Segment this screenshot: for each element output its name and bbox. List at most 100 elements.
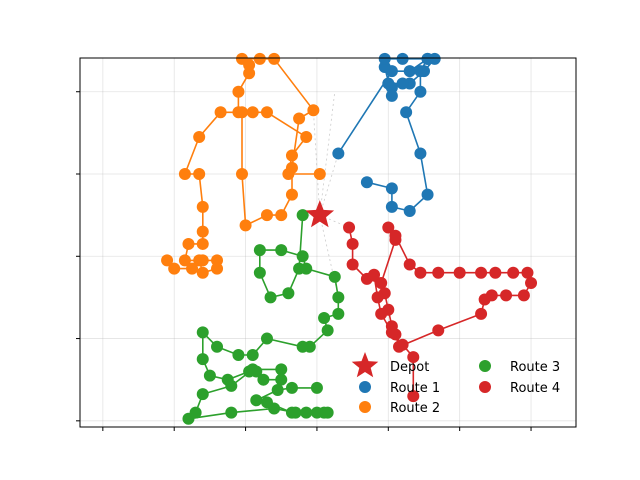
route-2-point [214, 106, 227, 119]
route-2-point [260, 106, 273, 119]
route-4-point [478, 293, 491, 306]
route-2-point [211, 262, 224, 275]
route-2-point [182, 237, 195, 250]
route-1-point [403, 65, 416, 78]
route-1-point [385, 182, 398, 195]
route-3-point [196, 353, 209, 366]
route-3-point [332, 291, 345, 304]
route-3-point [203, 369, 216, 382]
legend-marker-depot [351, 352, 379, 378]
route-3-point [275, 244, 288, 257]
route-2-point [307, 104, 320, 117]
route-3-point [182, 412, 195, 425]
route-points [161, 52, 538, 425]
route-3-point [285, 381, 298, 394]
route-3-point [196, 326, 209, 339]
route-4-point [521, 266, 534, 279]
legend: Depot Route 1 Route 2 Route 3 Route 4 [351, 352, 560, 416]
route-2-point [293, 112, 306, 125]
route-4-point [368, 268, 381, 281]
route-3-point [264, 291, 277, 304]
route-3-point [253, 244, 266, 257]
route-1-point [378, 52, 391, 65]
route-1-point [385, 200, 398, 213]
route-4-point [407, 351, 420, 364]
route-3-point [257, 373, 270, 386]
route-4-point [414, 266, 427, 279]
route-3-point [318, 311, 331, 324]
route-4-point [475, 266, 488, 279]
legend-label-route-3: Route 3 [510, 360, 560, 375]
route-2-point [285, 149, 298, 162]
route-2-point [285, 188, 298, 201]
legend-marker-route-3 [479, 360, 491, 372]
route-4-point [432, 324, 445, 337]
route-3-point [232, 349, 245, 362]
legend-label-route-2: Route 2 [390, 401, 440, 416]
route-3-point [253, 266, 266, 279]
route-3-point [328, 270, 341, 283]
route-3-point [332, 307, 345, 320]
route-2-point [268, 52, 281, 65]
route-3-point [296, 250, 309, 263]
route-4-point [346, 258, 359, 271]
route-2-point [196, 254, 209, 267]
route-4-point [389, 229, 402, 242]
route-2-point [275, 209, 288, 222]
grid [80, 58, 576, 427]
route-2-point [239, 219, 252, 232]
axis-ticks [76, 91, 532, 431]
route-2-point [196, 237, 209, 250]
route-1-point [400, 106, 413, 119]
route-2-point [186, 262, 199, 275]
route-3-point [246, 349, 259, 362]
route-3-point [310, 381, 323, 394]
depot-guide-line [319, 91, 336, 216]
depot-guide-line [319, 153, 339, 216]
route-3-point [282, 287, 295, 300]
legend-marker-route-1 [359, 381, 371, 393]
route-4-point [507, 266, 520, 279]
route-2-point [178, 168, 191, 181]
route-3-point [275, 363, 288, 376]
route-2-point [193, 168, 206, 181]
route-4-point [525, 277, 538, 290]
route-1-point [421, 52, 434, 65]
route-2-point [236, 52, 249, 65]
route-4-point [475, 307, 488, 320]
route-3-point [310, 406, 323, 419]
route-4-point [396, 338, 409, 351]
route-3-point [250, 394, 263, 407]
route-4-point [346, 237, 359, 250]
route-2-point [243, 67, 256, 80]
route-4-point [407, 390, 420, 403]
depot-star [305, 200, 335, 228]
route-3-point [246, 363, 259, 376]
route-3-point [300, 406, 313, 419]
legend-marker-route-4 [479, 381, 491, 393]
route-1-point [378, 61, 391, 74]
route-4-point [489, 266, 502, 279]
legend-label-route-1: Route 1 [390, 381, 440, 396]
route-3-point [275, 373, 288, 386]
route-2-point [196, 200, 209, 213]
route-1-point [414, 65, 427, 78]
route-4-point [432, 266, 445, 279]
route-3-point [196, 388, 209, 401]
legend-label-route-4: Route 4 [510, 381, 560, 396]
route-1-point [396, 52, 409, 65]
route-2-point [168, 262, 181, 275]
route-3-point [260, 396, 273, 409]
route-4-point [371, 291, 384, 304]
route-4-point [343, 221, 356, 234]
route-1-point [396, 77, 409, 90]
plot-frame [79, 57, 577, 428]
route-3-point [296, 209, 309, 222]
route-3-point [271, 383, 284, 396]
route-1-point [414, 147, 427, 160]
legend-label-depot: Depot [390, 360, 429, 375]
depot-marker [305, 200, 335, 228]
route-4-point [403, 258, 416, 271]
